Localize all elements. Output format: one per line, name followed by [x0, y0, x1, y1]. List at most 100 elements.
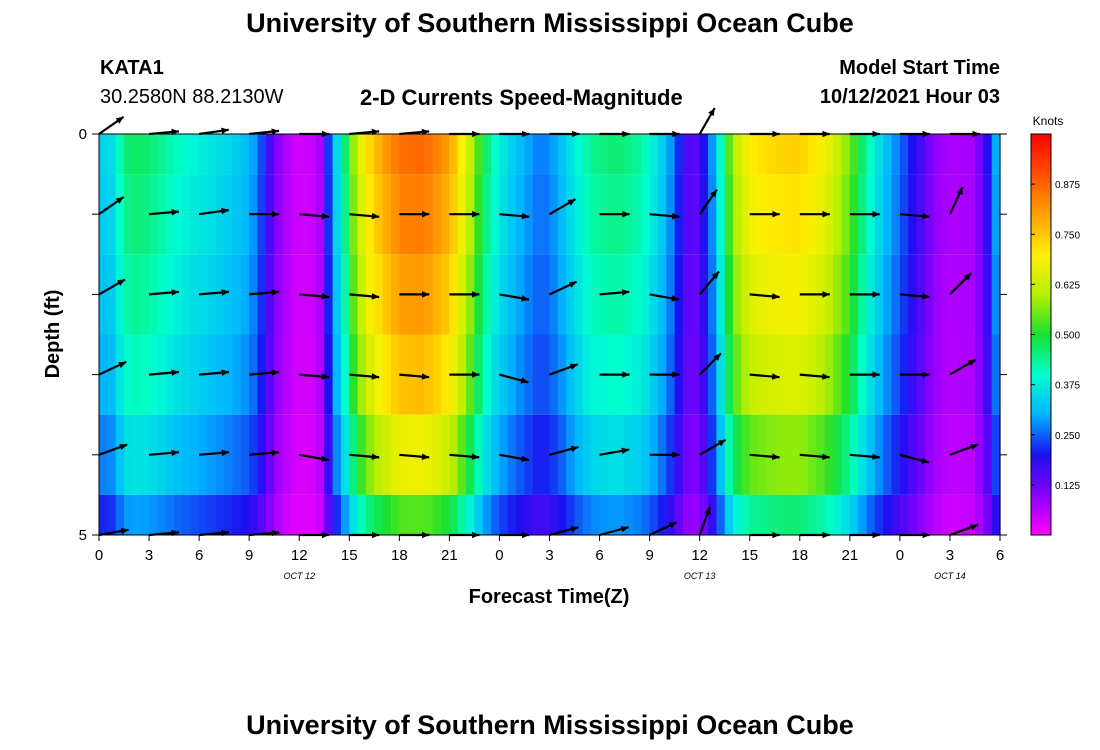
heatmap-cell: [140, 334, 150, 415]
current-vector: [399, 453, 430, 460]
heatmap-cell: [666, 174, 676, 255]
colorbar-tick-label: 0.500: [1055, 331, 1080, 342]
vector-head: [221, 289, 229, 296]
date-label: OCT 13: [684, 571, 716, 581]
heatmap-cell: [516, 134, 526, 175]
y-tick-label: 5: [79, 527, 87, 544]
vector-head: [221, 207, 229, 215]
heatmap-cell: [566, 134, 576, 175]
heatmap-cell: [107, 494, 117, 535]
vector-head: [970, 444, 979, 451]
vector-head: [708, 108, 715, 116]
heatmap-cell: [107, 174, 117, 255]
heatmap-cell: [908, 254, 918, 335]
heatmap-cell: [833, 254, 843, 335]
colorbar-tick-label: 0.250: [1055, 431, 1080, 442]
heatmap-cell: [240, 414, 250, 495]
heatmap-cell: [107, 414, 117, 495]
x-tick-label: 15: [341, 547, 358, 564]
vector-head: [321, 293, 330, 300]
heatmap-cell: [682, 134, 692, 175]
heatmap-cell: [657, 174, 667, 255]
heatmap-cell: [516, 174, 526, 255]
heatmap-cell: [733, 414, 742, 495]
x-tick-label: 3: [946, 547, 954, 564]
heatmap-cell: [891, 494, 901, 535]
heatmap-cell: [182, 334, 192, 415]
heatmap-cell: [207, 254, 217, 335]
current-vector: [949, 443, 979, 456]
heatmap-cell: [432, 494, 442, 535]
current-vector: [849, 453, 880, 460]
heatmap-cell: [274, 334, 284, 415]
heatmap-cell: [199, 134, 209, 175]
vector-head: [115, 116, 124, 124]
vector-head: [422, 210, 430, 218]
heatmap-cell: [215, 334, 225, 415]
heatmap-cell: [841, 134, 851, 175]
heatmap-cell: [499, 134, 509, 175]
heatmap-cell: [274, 494, 284, 535]
x-tick-label: 9: [645, 547, 653, 564]
heatmap-cell: [190, 494, 200, 535]
heatmap-cell: [708, 134, 717, 175]
heatmap-cell: [849, 494, 859, 535]
vector-head: [472, 291, 480, 298]
heatmap-cell: [758, 414, 767, 495]
heatmap-cell: [682, 414, 692, 495]
heatmap-cell: [357, 174, 367, 255]
heatmap-cell: [808, 414, 818, 495]
heatmap-cell: [315, 414, 325, 495]
heatmap-cell: [190, 254, 200, 335]
heatmap-cell: [883, 334, 893, 415]
heatmap-cell: [783, 134, 793, 175]
vector-head: [115, 197, 124, 204]
heatmap-cell: [340, 334, 350, 415]
heatmap-cell: [491, 254, 501, 335]
heatmap-cell: [883, 254, 893, 335]
heatmap-cell: [174, 414, 184, 495]
heatmap-cell: [916, 134, 926, 175]
heatmap-cell: [541, 414, 551, 495]
heatmap-cell: [282, 134, 292, 175]
heatmap-cell: [232, 174, 242, 255]
current-vector: [149, 369, 179, 376]
heatmap-cell: [432, 254, 442, 335]
heatmap-cell: [140, 414, 150, 495]
heatmap-cell: [282, 414, 292, 495]
heatmap-cell: [741, 334, 751, 415]
heatmap-cell: [324, 494, 334, 535]
vector-head: [120, 527, 129, 535]
heatmap-cell: [774, 254, 784, 335]
heatmap-cell: [924, 494, 934, 535]
heatmap-cell: [582, 494, 592, 535]
heatmap-cell: [207, 134, 217, 175]
vector-head: [922, 371, 930, 378]
heatmap-cell: [532, 334, 542, 415]
heatmap-cell: [324, 334, 334, 415]
heatmap-cell: [315, 254, 325, 335]
heatmap-cell: [149, 134, 158, 175]
heatmap-cell: [124, 174, 133, 255]
heatmap-cell: [282, 494, 292, 535]
heatmap-cell: [591, 254, 601, 335]
heatmap-cell: [566, 174, 576, 255]
heatmap-cell: [390, 134, 400, 175]
heatmap-cell: [224, 134, 234, 175]
heatmap-cell: [874, 134, 884, 175]
heatmap-cell: [582, 174, 592, 255]
current-vector: [299, 293, 330, 300]
heatmap-cell: [733, 254, 742, 335]
vector-head: [520, 377, 529, 384]
heatmap-cell: [758, 494, 767, 535]
heatmap-cell: [466, 414, 476, 495]
current-vector: [449, 371, 480, 378]
vector-head: [321, 212, 330, 220]
heatmap-cell: [708, 334, 717, 415]
heatmap-cell: [766, 414, 776, 495]
heatmap-cell: [916, 174, 926, 255]
current-vector: [599, 371, 630, 378]
vector-head: [872, 291, 880, 298]
heatmap-cell: [958, 174, 968, 255]
heatmap-cell: [466, 494, 476, 535]
